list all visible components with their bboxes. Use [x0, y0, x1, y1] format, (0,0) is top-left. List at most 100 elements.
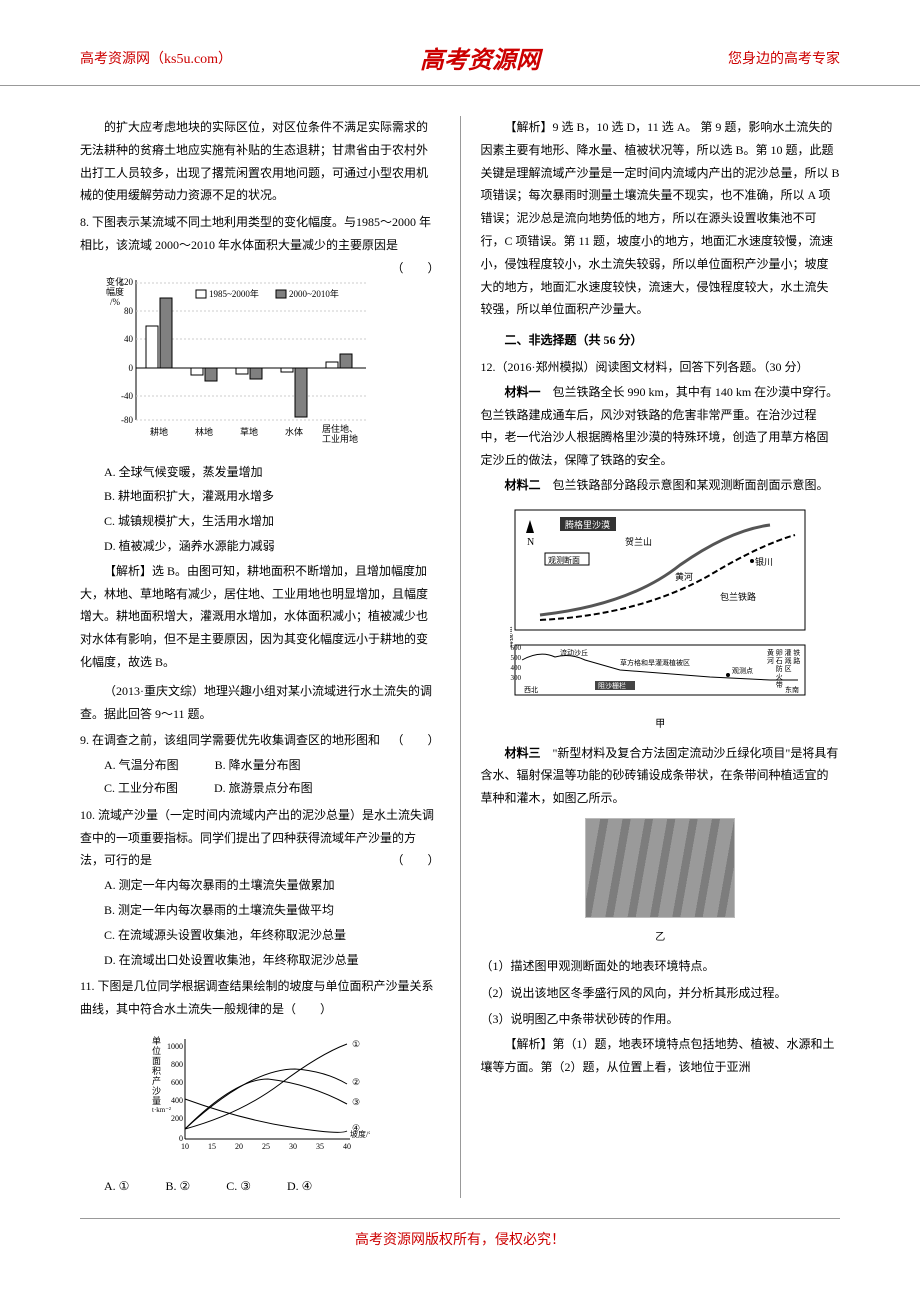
- q9-11-answer: 【解析】9 选 B，10 选 D，11 选 A。 第 9 题，影响水土流失的因素…: [481, 116, 841, 321]
- q10-optB: B. 测定一年内每次暴雨的土壤流失量做平均: [80, 899, 440, 922]
- svg-text:②: ②: [352, 1077, 360, 1087]
- svg-text:15: 15: [208, 1142, 216, 1151]
- svg-text:10: 10: [181, 1142, 189, 1151]
- svg-text:银川: 银川: [755, 556, 773, 567]
- svg-text:80: 80: [124, 306, 134, 316]
- q9-row1: A. 气温分布图 B. 降水量分布图: [80, 754, 440, 777]
- intro-continued: 的扩大应考虑地块的实际区位，对区位条件不满足实际需求的无法耕种的贫瘠土地应实施有…: [80, 116, 440, 207]
- svg-text:位: 位: [152, 1045, 161, 1056]
- svg-text:居住地、: 居住地、: [322, 423, 358, 434]
- svg-text:幅度: 幅度: [106, 286, 124, 297]
- svg-text:35: 35: [316, 1142, 324, 1151]
- svg-text:观测点: 观测点: [732, 667, 753, 675]
- svg-text:1300: 1300: [510, 674, 522, 682]
- svg-text:草地: 草地: [240, 426, 258, 437]
- q9-context: （2013·重庆文综）地理兴趣小组对某小流域进行水土流失的调查。据此回答 9～1…: [80, 680, 440, 726]
- q9-stem: 9. 在调查之前，该组同学需要优先收集调查区的地形图和 （ ）: [80, 729, 440, 752]
- svg-text:量: 量: [152, 1096, 161, 1106]
- header-center: 高考资源网: [420, 40, 540, 75]
- q12-mat3: 材料三 "新型材料及复合方法固定流动沙丘绿化项目"是将具有含水、辐射保温等功能的…: [481, 742, 841, 810]
- svg-text:林地: 林地: [195, 426, 213, 437]
- svg-text:200: 200: [171, 1114, 183, 1123]
- svg-text:1985~2000年: 1985~2000年: [209, 288, 259, 299]
- svg-text:-80: -80: [121, 415, 133, 425]
- q12-sub2: （2）说出该地区冬季盛行风的风向，并分析其形成过程。: [481, 982, 841, 1005]
- svg-text:腾格里沙漠: 腾格里沙漠: [565, 519, 610, 530]
- content-area: 的扩大应考虑地块的实际区位，对区位条件不满足实际需求的无法耕种的贫瘠土地应实施有…: [0, 86, 920, 1218]
- page-footer: 高考资源网版权所有，侵权必究！: [80, 1218, 840, 1279]
- svg-text:火: 火: [767, 673, 783, 681]
- svg-text:①: ①: [352, 1039, 360, 1049]
- svg-text:④: ④: [352, 1123, 360, 1133]
- svg-text:带: 带: [767, 681, 783, 689]
- svg-text:N: N: [527, 537, 534, 548]
- q10-stem: 10. 流域产沙量（一定时间内流域内产出的泥沙总量）是水土流失调查中的一项重要指…: [80, 804, 440, 872]
- svg-text:阻沙栅栏: 阻沙栅栏: [598, 681, 626, 690]
- q11-chart: 单 位 面 积 产 沙 量 t·km⁻² 1000 800 600 400 20…: [80, 1029, 440, 1167]
- q12-sub3: （3）说明图乙中条带状砂砖的作用。: [481, 1008, 841, 1031]
- svg-text:观测断面: 观测断面: [548, 555, 580, 565]
- right-column: 【解析】9 选 B，10 选 D，11 选 A。 第 9 题，影响水土流失的因素…: [481, 116, 841, 1198]
- svg-text:1500: 1500: [510, 654, 522, 662]
- svg-text:西北: 西北: [524, 686, 538, 694]
- svg-text:水体: 水体: [285, 426, 303, 437]
- svg-text:800: 800: [171, 1060, 183, 1069]
- svg-text:耕地: 耕地: [150, 426, 168, 437]
- svg-text:③: ③: [352, 1097, 360, 1107]
- svg-text:河 石 溉 路: 河 石 溉 路: [767, 656, 800, 665]
- svg-text:40: 40: [124, 334, 134, 344]
- svg-text:40: 40: [343, 1142, 351, 1151]
- svg-text:东南: 东南: [785, 685, 799, 694]
- svg-text:面: 面: [152, 1056, 161, 1066]
- q12-sub1: （1）描述图甲观测断面处的地表环境特点。: [481, 955, 841, 978]
- svg-text:-40: -40: [121, 391, 133, 401]
- header-right: 您身边的高考专家: [728, 48, 840, 68]
- q10-optC: C. 在流域源头设置收集池，年终称取泥沙总量: [80, 924, 440, 947]
- svg-text:0: 0: [128, 363, 133, 373]
- q11-options: A. ① B. ② C. ③ D. ④: [80, 1175, 440, 1198]
- q10-optA: A. 测定一年内每次暴雨的土壤流失量做累加: [80, 874, 440, 897]
- column-divider: [460, 116, 461, 1198]
- section2-head: 二、非选择题（共 56 分）: [481, 329, 841, 352]
- q9-row2: C. 工业分布图 D. 旅游景点分布图: [80, 777, 440, 800]
- svg-text:产: 产: [152, 1075, 161, 1086]
- svg-text:流动沙丘: 流动沙丘: [560, 648, 588, 657]
- svg-text:草方格和旱灌溉植被区: 草方格和旱灌溉植被区: [620, 658, 690, 667]
- svg-text:/%: /%: [110, 297, 121, 307]
- svg-text:单: 单: [152, 1035, 161, 1046]
- header-left: 高考资源网（ks5u.com）: [80, 48, 232, 68]
- svg-text:120: 120: [119, 277, 133, 287]
- q8-optB: B. 耕地面积扩大，灌溉用水增多: [80, 485, 440, 508]
- q12-answer: 【解析】第（1）题，地表环境特点包括地势、植被、水源和土壤等方面。第（2）题，从…: [481, 1033, 841, 1079]
- q12-stem: 12.（2016·郑州模拟）阅读图文材料，回答下列各题。（30 分）: [481, 356, 841, 379]
- q8-answer: 【解析】选 B。由图可知，耕地面积不断增加，且增加幅度加大，林地、草地略有减少，…: [80, 560, 440, 674]
- q12-photo: 乙: [481, 818, 841, 947]
- q8-chart: 变化 幅度 /% 120 80 40 0: [80, 265, 440, 453]
- svg-text:沙: 沙: [152, 1086, 161, 1096]
- svg-text:积: 积: [152, 1065, 161, 1076]
- svg-text:t·km⁻²: t·km⁻²: [152, 1106, 171, 1114]
- svg-text:600: 600: [171, 1078, 183, 1087]
- svg-text:1000: 1000: [167, 1042, 183, 1051]
- photo-caption: 乙: [481, 928, 841, 947]
- svg-text:黄河: 黄河: [675, 571, 693, 582]
- svg-text:2000~2010年: 2000~2010年: [289, 288, 339, 299]
- svg-text:黄 卵 灌 铁: 黄 卵 灌 铁: [767, 648, 800, 657]
- map-caption: 甲: [481, 715, 841, 734]
- svg-text:30: 30: [289, 1142, 297, 1151]
- q10-optD: D. 在流域出口处设置收集池，年终称取泥沙总量: [80, 949, 440, 972]
- q8-optA: A. 全球气候变暖，蒸发量增加: [80, 461, 440, 484]
- svg-text:包兰铁路: 包兰铁路: [720, 591, 756, 602]
- svg-text:20: 20: [235, 1142, 243, 1151]
- svg-text:贺兰山: 贺兰山: [625, 536, 652, 547]
- svg-text:防 区: 防 区: [767, 664, 792, 673]
- svg-text:400: 400: [171, 1096, 183, 1105]
- svg-text:工业用地: 工业用地: [322, 433, 358, 444]
- q12-map: N 腾格里沙漠 观测断面 黄河 包兰铁路 银川 贺兰山: [481, 505, 841, 734]
- q8-stem: 8. 下图表示某流域不同土地利用类型的变化幅度。与1985～2000 年相比，该…: [80, 211, 440, 257]
- left-column: 的扩大应考虑地块的实际区位，对区位条件不满足实际需求的无法耕种的贫瘠土地应实施有…: [80, 116, 440, 1198]
- q8-optC: C. 城镇规模扩大，生活用水增加: [80, 510, 440, 533]
- q12-mat2: 材料二 包兰铁路部分路段示意图和某观测断面剖面示意图。: [481, 474, 841, 497]
- q12-mat1: 材料一 包兰铁路全长 990 km，其中有 140 km 在沙漠中穿行。包兰铁路…: [481, 381, 841, 472]
- svg-text:1400: 1400: [510, 664, 522, 672]
